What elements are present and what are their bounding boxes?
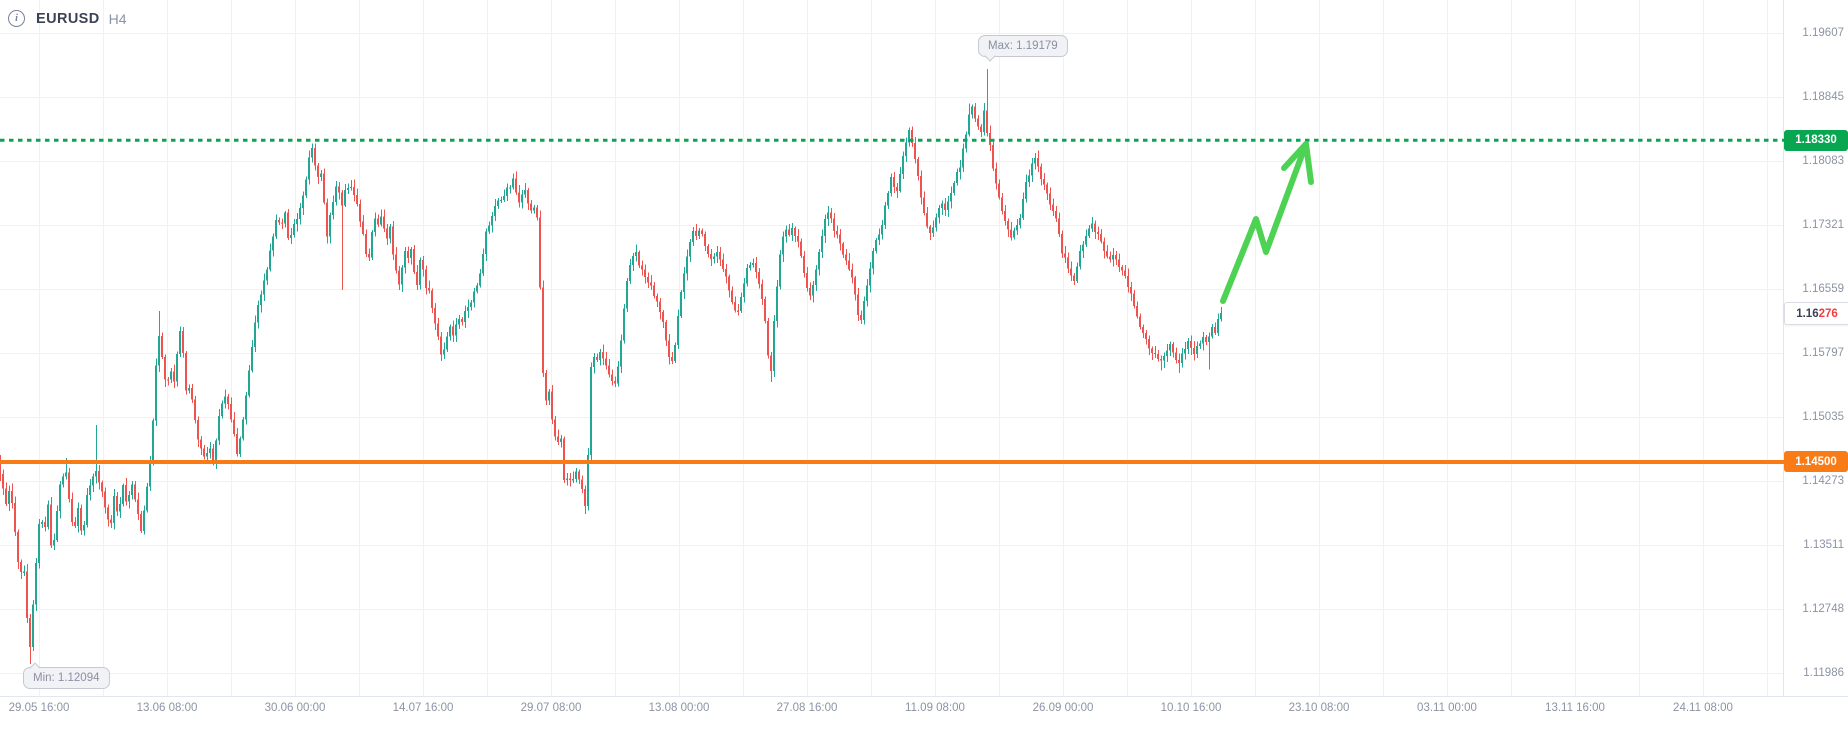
price-axis-label: 1.14273 (1802, 475, 1844, 487)
price-axis-label: 1.19607 (1802, 27, 1844, 39)
time-axis-label: 13.06 08:00 (136, 702, 198, 714)
current-price-int: 1.16 (1796, 307, 1819, 320)
time-axis-label: 11.09 08:00 (905, 702, 965, 714)
time-axis-label: 13.11 16:00 (1545, 702, 1605, 714)
support-price-value: 1.14500 (1795, 455, 1837, 468)
current-price-frac: 276 (1818, 307, 1838, 320)
time-axis-label: 10.10 16:00 (1160, 702, 1222, 714)
time-axis-label: 03.11 00:00 (1417, 702, 1477, 714)
price-axis-label: 1.18083 (1802, 155, 1844, 167)
time-axis-label: 23.10 08:00 (1288, 702, 1350, 714)
price-axis-label: 1.15797 (1802, 347, 1844, 359)
time-axis-label: 29.05 16:00 (8, 702, 70, 714)
symbol-header: i EURUSD H4 (8, 10, 127, 27)
max-price-tooltip-text: Max: 1.19179 (988, 40, 1058, 52)
resistance-price-tag[interactable]: 1.18330 (1784, 129, 1848, 151)
price-axis-label: 1.18845 (1802, 91, 1844, 103)
time-axis-label: 13.08 00:00 (648, 702, 710, 714)
time-axis[interactable]: 29.05 16:00 13.06 08:00 30.06 00:00 14.07 1… (0, 700, 1848, 720)
resistance-price-value: 1.18330 (1795, 134, 1837, 147)
time-axis-label: 27.08 16:00 (776, 702, 838, 714)
price-axis-label: 1.17321 (1802, 219, 1844, 231)
info-icon[interactable]: i (8, 10, 25, 27)
time-axis-label: 30.06 00:00 (264, 702, 326, 714)
price-axis-label: 1.13511 (1803, 539, 1844, 551)
time-axis-label: 14.07 16:00 (392, 702, 454, 714)
max-price-tooltip: Max: 1.19179 (978, 35, 1068, 62)
price-axis-label: 1.12748 (1802, 603, 1844, 616)
price-axis-label: 1.11986 (1803, 667, 1844, 680)
min-price-tooltip-text: Min: 1.12094 (33, 672, 100, 684)
price-axis-label: 1.16559 (1802, 283, 1844, 295)
current-price-tag: 1.16 276 (1784, 302, 1848, 326)
time-axis-label: 29.07 08:00 (520, 702, 582, 714)
timeframe-label: H4 (108, 10, 127, 27)
time-axis-label: 24.11 08:00 (1673, 702, 1733, 714)
symbol-label: EURUSD (36, 10, 100, 27)
grid-lines (0, 0, 1848, 697)
support-price-tag[interactable]: 1.14500 (1784, 451, 1848, 473)
min-price-tooltip: Min: 1.12094 (23, 662, 110, 689)
price-axis-label: 1.15035 (1802, 411, 1844, 423)
time-axis-label: 26.09 00:00 (1032, 702, 1094, 714)
projection-arrow[interactable] (1220, 141, 1314, 304)
price-axis[interactable]: 1.19607 1.18845 1.18083 1.17321 1.16559 1.157… (1783, 0, 1848, 696)
candles (0, 68, 1223, 665)
